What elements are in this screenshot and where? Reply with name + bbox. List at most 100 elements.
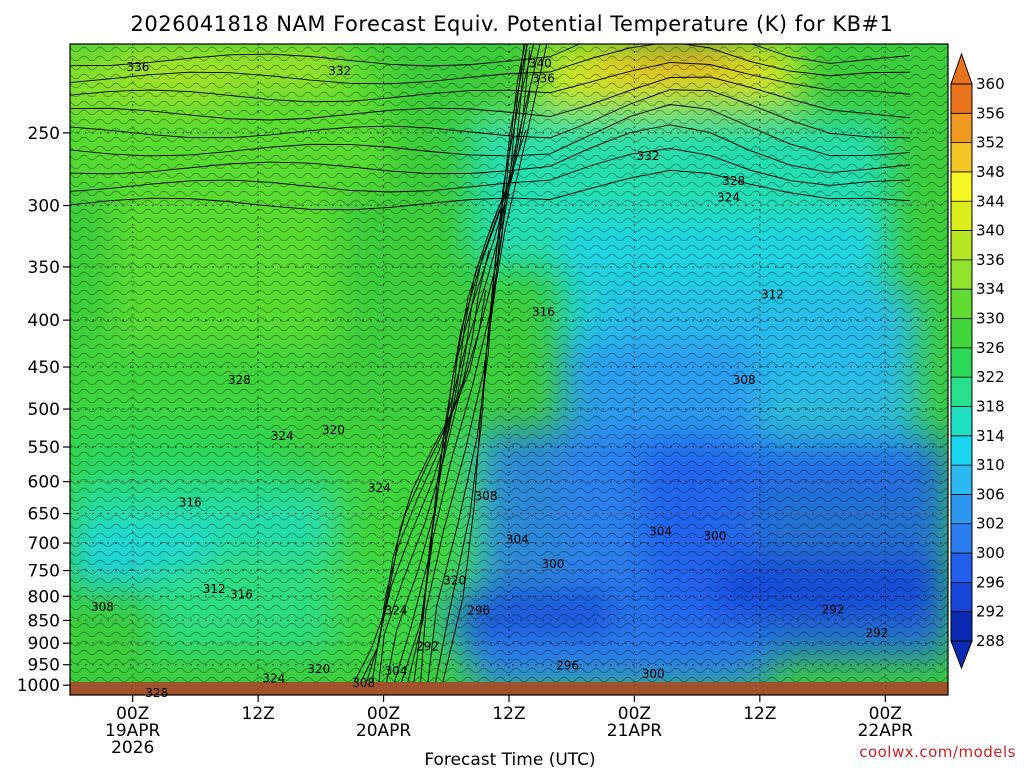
x-tick-label: 20APR (356, 721, 412, 741)
x-tick-label: 12Z (492, 704, 525, 724)
x-tick-label: 12Z (743, 704, 776, 724)
contour-label: 300 (703, 529, 726, 543)
y-tick-label: 450 (28, 358, 60, 378)
contour-label: 332 (637, 149, 660, 163)
x-tick-label: 19APR (105, 721, 161, 741)
contour-label: 308 (352, 676, 375, 690)
contour-label: 320 (307, 662, 330, 676)
colorbar-swatch (951, 318, 972, 349)
colorbar-label: 318 (976, 397, 1005, 415)
contour-label: 316 (230, 587, 253, 601)
contour-label: 308 (91, 600, 114, 614)
colorbar-swatch (951, 230, 972, 261)
colorbar-top-arrow (950, 52, 973, 85)
contour-label: 328 (228, 373, 251, 387)
contour-label: 324 (271, 429, 294, 443)
colorbar-label: 360 (976, 75, 1005, 93)
y-tick-label: 600 (28, 473, 60, 493)
y-tick-label: 900 (28, 634, 60, 654)
colorbar-swatch (951, 523, 972, 554)
contour-label: 320 (443, 574, 466, 588)
contour-label: 308 (733, 373, 756, 387)
colorbar-swatch (951, 611, 972, 642)
colorbar-swatch (951, 113, 972, 144)
colorbar-label: 344 (976, 192, 1005, 210)
y-tick-label: 400 (28, 311, 60, 331)
y-tick-label: 250 (28, 124, 60, 144)
x-tick-label: 00Z (367, 704, 400, 724)
x-tick-label: 00Z (618, 704, 651, 724)
y-tick-label: 800 (28, 587, 60, 607)
contour-label: 332 (328, 64, 351, 78)
colorbar-label: 326 (976, 339, 1005, 357)
contour-label: 292 (416, 640, 439, 654)
colorbar-label: 288 (976, 632, 1005, 650)
colorbar-swatch (951, 171, 972, 202)
contour-label: 316 (179, 495, 202, 509)
contour-label: 312 (203, 582, 226, 596)
contour-label: 324 (368, 481, 391, 495)
contour-label: 312 (761, 287, 784, 301)
y-tick-label: 500 (28, 400, 60, 420)
contour-label: 304 (506, 533, 529, 547)
contour-label: 340 (529, 56, 552, 70)
colorbar-swatch (951, 377, 972, 407)
colorbar-swatch (951, 201, 972, 232)
colorbar-label: 296 (976, 573, 1005, 591)
contour-label: 300 (642, 667, 665, 681)
contour-label: 328 (145, 686, 168, 700)
colorbar-swatch (951, 465, 972, 495)
contour-label: 324 (262, 671, 285, 685)
y-tick-label: 550 (28, 438, 60, 458)
colorbar-label: 292 (976, 603, 1005, 621)
y-tick-label: 650 (28, 505, 60, 525)
colorbar-swatch (951, 435, 972, 466)
colorbar-swatch (951, 494, 972, 525)
colorbar-bottom-arrow (950, 640, 973, 670)
contour-label: 300 (541, 557, 564, 571)
x-tick-label: 2026 (111, 738, 154, 758)
colorbar-label: 300 (976, 544, 1005, 562)
colorbar-swatch (951, 289, 972, 320)
colorbar-label: 310 (976, 456, 1005, 474)
credit-link[interactable]: coolwx.com/models (859, 743, 1016, 761)
colorbar-label: 348 (976, 163, 1005, 181)
x-axis-label: Forecast Time (UTC) (424, 750, 595, 768)
contour-label: 292 (865, 626, 888, 640)
colorbar-swatch (951, 347, 972, 378)
x-tick-label: 21APR (607, 721, 663, 741)
terrain-band (70, 682, 948, 695)
colorbar-label: 314 (976, 427, 1005, 445)
colorbar: 288 292 296 300 302 306 310 314 318 322 326 330 334 3… (950, 52, 1005, 670)
contour-label: 328 (722, 174, 745, 188)
contour-label: 304 (385, 664, 408, 678)
colorbar-swatch (951, 406, 972, 437)
y-tick-label: 850 (28, 611, 60, 631)
colorbar-swatch (951, 84, 972, 114)
contour-label: 336 (126, 60, 149, 74)
contour-label: 320 (322, 423, 345, 437)
contour-label: 296 (556, 659, 579, 673)
x-tick-label: 22APR (858, 721, 914, 741)
colorbar-label: 322 (976, 368, 1005, 386)
x-tick-label: 12Z (242, 704, 275, 724)
colorbar-label: 334 (976, 280, 1005, 298)
contour-label: 304 (649, 525, 672, 539)
chart-title: 2026041818 NAM Forecast Equiv. Potential… (131, 12, 894, 36)
colorbar-label: 336 (976, 251, 1005, 269)
y-tick-label: 300 (28, 197, 60, 217)
colorbar-label: 306 (976, 485, 1005, 503)
contour-label: 296 (467, 603, 490, 617)
x-tick-label: 00Z (116, 704, 149, 724)
x-tick-label: 00Z (869, 704, 902, 724)
contour-label: 336 (532, 71, 555, 85)
colorbar-swatch (951, 553, 972, 583)
contour-label: 316 (532, 305, 555, 319)
y-tick-label: 700 (28, 534, 60, 554)
contour-label: 324 (385, 603, 408, 617)
colorbar-label: 302 (976, 515, 1005, 533)
contour-label: 324 (717, 190, 740, 204)
colorbar-swatch (951, 142, 972, 173)
